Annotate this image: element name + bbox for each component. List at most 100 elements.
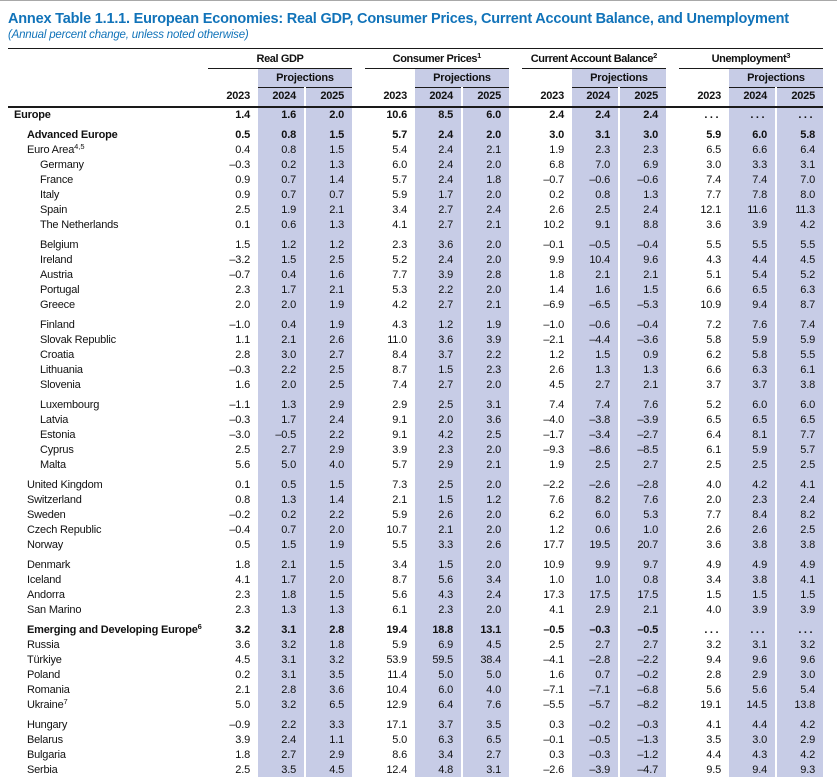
- row-label: Slovak Republic: [40, 334, 116, 346]
- cell-real-gdp-2024: 1.3: [258, 603, 305, 618]
- cell-current-account-balance-2024: –0.6: [572, 318, 619, 333]
- cell-current-account-balance-2025: 2.7: [618, 458, 666, 473]
- row-label: Serbia: [8, 763, 208, 777]
- cell-consumer-prices-2024: 2.7: [415, 298, 462, 313]
- cell-unemployment-2025: 2.5: [775, 523, 823, 538]
- column-gutter: [509, 348, 522, 363]
- cell-unemployment-2024: 8.1: [729, 428, 776, 443]
- cell-real-gdp-2023: 5.0: [235, 699, 250, 711]
- cell-unemployment-2023: 3.5: [706, 734, 721, 746]
- cell-current-account-balance-2024: –3.8: [572, 413, 619, 428]
- cell-current-account-balance-2024: –3.9: [572, 763, 619, 777]
- column-gutter: [352, 443, 365, 458]
- column-gutter: [509, 128, 522, 143]
- cell-unemployment-2025: 5.5: [775, 348, 823, 363]
- cell-consumer-prices-2025: 2.5: [461, 428, 509, 443]
- cell-current-account-balance-2025: 0.8: [618, 573, 666, 588]
- row-label: Belgium: [40, 239, 79, 251]
- table-row: Luxembourg –1.1 1.3 2.9 2.9 2.5 3.1 7.4 …: [8, 398, 823, 413]
- column-gutter: [352, 298, 365, 313]
- cell-current-account-balance-2025: 7.6: [618, 493, 666, 508]
- cell-current-account-balance-2023: –9.3: [543, 444, 564, 456]
- cell-unemployment-2025: 7.7: [775, 428, 823, 443]
- cell-consumer-prices-2023: 3.4: [392, 559, 407, 571]
- cell-real-gdp-2024: 1.5: [258, 538, 305, 553]
- cell-real-gdp-2025: 4.5: [304, 763, 352, 777]
- row-label: Bulgaria: [27, 749, 66, 761]
- cell-real-gdp-2024: 0.8: [258, 128, 305, 143]
- cell-consumer-prices-2025: 2.0: [461, 128, 509, 143]
- cell-unemployment-2023: 3.0: [706, 159, 721, 171]
- cell-real-gdp-2025: 3.6: [304, 683, 352, 698]
- table-row: Poland 0.2 3.1 3.5 11.4 5.0 5.0 1.6 0.7 …: [8, 668, 823, 683]
- cell-real-gdp-2023: –0.3: [229, 159, 250, 171]
- cell-real-gdp-2025: 1.2: [304, 238, 352, 253]
- cell-consumer-prices-2025: 3.6: [461, 413, 509, 428]
- column-gutter: [666, 698, 679, 713]
- cell-unemployment-2023: 5.6: [706, 684, 721, 696]
- cell-consumer-prices-2025: 2.0: [461, 443, 509, 458]
- cell-real-gdp-2023: 1.5: [235, 239, 250, 251]
- cell-real-gdp-2024: 2.1: [258, 333, 305, 348]
- cell-current-account-balance-2023: 1.2: [549, 524, 564, 536]
- cell-unemployment-2023: 6.1: [706, 444, 721, 456]
- cell-consumer-prices-2025: 2.4: [461, 588, 509, 603]
- cell-real-gdp-2023: 2.3: [235, 589, 250, 601]
- cell-real-gdp-2025: 1.9: [304, 538, 352, 553]
- table-row: The Netherlands 0.1 0.6 1.3 4.1 2.7 2.1 …: [8, 218, 823, 233]
- cell-real-gdp-2023: –0.3: [229, 414, 250, 426]
- cell-consumer-prices-2023: 11.0: [387, 334, 407, 346]
- cell-unemployment-2024: 4.4: [729, 253, 776, 268]
- cell-current-account-balance-2023: 17.7: [543, 539, 564, 551]
- cell-consumer-prices-2025: 6.0: [461, 107, 509, 123]
- column-gutter: [352, 508, 365, 523]
- row-label: Iceland: [27, 574, 62, 586]
- column-gutter: [352, 143, 365, 158]
- cell-unemployment-2025: 5.5: [775, 238, 823, 253]
- column-gutter: [509, 143, 522, 158]
- cell-current-account-balance-2023: –6.9: [543, 299, 564, 311]
- cell-unemployment-2024: 7.4: [729, 173, 776, 188]
- row-label: Ukraine7: [27, 697, 68, 711]
- cell-real-gdp-2023: 0.2: [235, 669, 250, 681]
- column-gutter: [509, 523, 522, 538]
- column-gutter: [509, 238, 522, 253]
- cell-real-gdp-2025: 1.6: [304, 268, 352, 283]
- cell-real-gdp-2025: 3.5: [304, 668, 352, 683]
- cell-current-account-balance-2025: 6.9: [618, 158, 666, 173]
- column-gutter: [509, 558, 522, 573]
- cell-current-account-balance-2025: 2.1: [618, 378, 666, 393]
- table-row: Ireland –3.2 1.5 2.5 5.2 2.4 2.0 9.9 10.…: [8, 253, 823, 268]
- column-gutter: [509, 493, 522, 508]
- cell-consumer-prices-2025: 2.1: [461, 298, 509, 313]
- cell-consumer-prices-2025: 3.4: [461, 573, 509, 588]
- cell-current-account-balance-2025: 1.3: [618, 188, 666, 203]
- cell-unemployment-2023: 7.2: [706, 319, 721, 331]
- projections-row: Projections Projections Projections Proj…: [8, 68, 823, 88]
- cell-unemployment-2023: 1.5: [706, 589, 721, 601]
- cell-current-account-balance-2025: –3.9: [618, 413, 666, 428]
- row-label: Cyprus: [40, 444, 74, 456]
- cell-unemployment-2023: ...: [704, 109, 721, 121]
- year-2023: 2023: [522, 87, 572, 108]
- cell-current-account-balance-2024: –8.6: [572, 443, 619, 458]
- cell-consumer-prices-2023: 7.4: [392, 379, 407, 391]
- cell-unemployment-2024: 3.9: [729, 218, 776, 233]
- table-row: Slovenia 1.6 2.0 2.5 7.4 2.7 2.0 4.5 2.7…: [8, 378, 823, 393]
- cell-unemployment-2024: 6.5: [729, 413, 776, 428]
- table-row: Austria –0.7 0.4 1.6 7.7 3.9 2.8 1.8 2.1…: [8, 268, 823, 283]
- cell-consumer-prices-2023: 8.4: [392, 349, 407, 361]
- cell-consumer-prices-2025: 7.6: [461, 698, 509, 713]
- projections-label: Projections: [572, 68, 666, 88]
- cell-unemployment-2025: 5.7: [775, 443, 823, 458]
- cell-current-account-balance-2024: 2.1: [572, 268, 619, 283]
- column-gutter: [352, 253, 365, 268]
- cell-real-gdp-2024: 0.7: [258, 523, 305, 538]
- cell-unemployment-2024: 5.8: [729, 348, 776, 363]
- cell-real-gdp-2024: 3.5: [258, 763, 305, 777]
- cell-current-account-balance-2024: 10.4: [572, 253, 619, 268]
- cell-real-gdp-2024: 0.4: [258, 268, 305, 283]
- cell-current-account-balance-2025: 2.4: [618, 203, 666, 218]
- cell-consumer-prices-2023: 8.6: [392, 749, 407, 761]
- cell-real-gdp-2023: 2.3: [235, 604, 250, 616]
